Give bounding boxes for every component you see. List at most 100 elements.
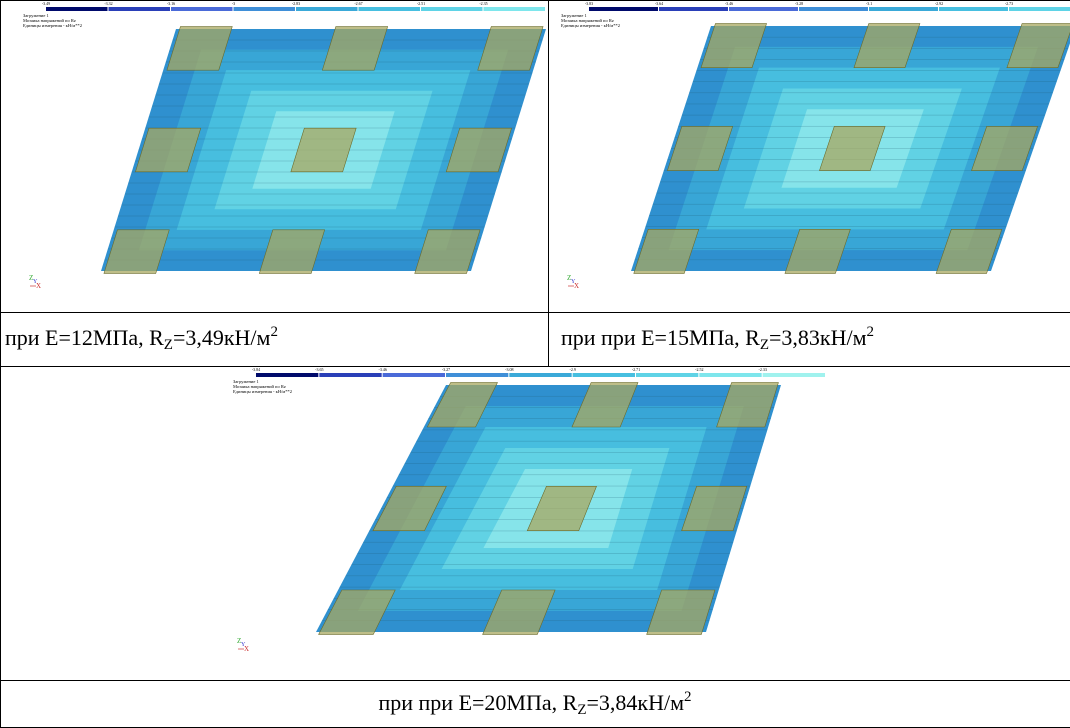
support-zone xyxy=(477,26,544,71)
support-zone xyxy=(258,229,326,274)
legend-swatch xyxy=(589,7,658,11)
support-zone xyxy=(646,589,716,635)
image-cell: -3.84 -3.65 -3.46 -3.27 -3.08 -2.9 -2.71 -2.52 -… xyxy=(0,366,1070,681)
support-zone xyxy=(819,126,886,171)
legend-swatch xyxy=(799,7,868,11)
axis-x: X xyxy=(574,282,579,290)
legend-swatch xyxy=(421,7,483,11)
support-zone xyxy=(633,229,700,274)
fem-image: -3.83 -3.64 -3.46 -3.28 -3.1 -2.92 -2.73 Загруж… xyxy=(561,1,1070,290)
support-zone xyxy=(318,589,396,635)
header-text: Загружение 1 xyxy=(561,13,587,18)
fem-image: -3.84 -3.65 -3.46 -3.27 -3.08 -2.9 -2.71 -2.52 -… xyxy=(233,367,825,653)
legend-swatch xyxy=(939,7,1008,11)
support-zone xyxy=(166,26,233,71)
legend-swatch xyxy=(171,7,233,11)
caption-after: =3,49кН/м xyxy=(172,325,271,350)
fem-image: -3.49 -3.32 -3.16 -3 -2.83 -2.67 -2.51 -2.35 Заг… xyxy=(23,1,546,290)
legend-swatch xyxy=(1009,7,1070,11)
caption-sup: 2 xyxy=(270,324,278,340)
header-text: Единицы измерения - кН/м**2 xyxy=(233,389,292,394)
legend-swatch xyxy=(233,7,295,11)
legend-swatch xyxy=(659,7,728,11)
caption-sup: 2 xyxy=(684,689,692,705)
legend-swatch xyxy=(382,373,445,377)
legend-label: -3.46 xyxy=(378,367,386,372)
legend-swatch xyxy=(483,7,545,11)
legend-swatch xyxy=(46,7,108,11)
legend-label: -3.16 xyxy=(167,1,175,6)
caption-cell: при при E=15МПа, RZ=3,83кН/м2 xyxy=(548,312,1070,367)
legend-label: -2.52 xyxy=(695,367,703,372)
support-zone xyxy=(571,382,639,428)
axis-z: Z xyxy=(567,274,571,282)
legend-label: -3.49 xyxy=(42,1,50,6)
legend-label: -2.71 xyxy=(632,367,640,372)
axis-y: Y xyxy=(241,642,246,648)
legend-swatch xyxy=(358,7,420,11)
support-zone xyxy=(1006,23,1070,68)
axis-x: X xyxy=(36,282,41,290)
caption-before: при при E=20МПа, R xyxy=(378,690,578,715)
legend-swatch xyxy=(699,373,762,377)
legend-swatch xyxy=(572,373,635,377)
legend-label: -3.83 xyxy=(585,1,593,6)
header-text: Мозаика напряжений по Rz xyxy=(561,18,614,23)
legend-label: -2.67 xyxy=(354,1,362,6)
header-text: Единицы измерения - кН/м**2 xyxy=(23,23,82,28)
caption-sub: Z xyxy=(163,337,173,353)
support-zone xyxy=(135,127,202,173)
support-zone xyxy=(853,23,921,68)
legend-swatch xyxy=(296,7,358,11)
caption-cell: при E=12МПа, RZ=3,49кН/м2 xyxy=(0,312,549,367)
legend-label: -3.1 xyxy=(866,1,872,6)
axis-y: Y xyxy=(33,279,38,285)
legend-label: -3.08 xyxy=(505,367,513,372)
legend-label: -3.28 xyxy=(795,1,803,6)
caption-cell: при при E=20МПа, RZ=3,84кН/м2 xyxy=(0,680,1070,728)
support-zone xyxy=(103,229,170,274)
legend-label: -2.33 xyxy=(758,367,766,372)
caption-sup: 2 xyxy=(866,324,875,340)
header-text: Мозаика напряжений по Rz xyxy=(233,384,286,389)
axis-z: Z xyxy=(237,637,241,645)
legend-label: -2.83 xyxy=(292,1,300,6)
legend-label: -2.92 xyxy=(935,1,943,6)
support-zone xyxy=(716,382,779,428)
caption-sub: Z xyxy=(577,702,587,718)
caption-before: при E=12МПа, R xyxy=(5,325,164,350)
support-zone xyxy=(290,127,357,173)
legend-label: -2.73 xyxy=(1005,1,1013,6)
support-zone xyxy=(667,126,734,171)
caption-before: при при E=15МПа, R xyxy=(561,325,760,350)
axis-x: X xyxy=(244,645,249,653)
legend-label: -3 xyxy=(232,1,235,6)
legend-swatch xyxy=(729,7,798,11)
legend-label: -3.64 xyxy=(655,1,663,6)
support-zone xyxy=(971,126,1038,171)
header-text: Мозаика напряжений по Rz xyxy=(23,18,76,23)
legend-label: -3.84 xyxy=(252,367,260,372)
support-zone xyxy=(321,26,389,71)
image-cell: -3.83 -3.64 -3.46 -3.28 -3.1 -2.92 -2.73 Загруж… xyxy=(548,0,1070,313)
support-zone xyxy=(372,485,447,532)
support-zone xyxy=(482,589,556,635)
support-zone xyxy=(700,23,767,68)
header-text: Единицы измерения - кН/м**2 xyxy=(561,23,620,28)
caption-after: =3,84кН/м xyxy=(586,690,685,715)
axis-y: Y xyxy=(571,279,576,285)
legend-swatch xyxy=(446,373,509,377)
header-text: Загружение 1 xyxy=(233,379,259,384)
legend-swatch xyxy=(108,7,170,11)
support-zone xyxy=(681,485,748,532)
header-text: Загружение 1 xyxy=(23,13,49,18)
image-cell: -3.49 -3.32 -3.16 -3 -2.83 -2.67 -2.51 -2.35 Заг… xyxy=(0,0,549,313)
support-zone xyxy=(935,229,1003,274)
legend-swatch xyxy=(319,373,382,377)
support-zone xyxy=(784,229,851,274)
legend-label: -2.35 xyxy=(479,1,487,6)
legend-swatch xyxy=(636,373,699,377)
support-zone xyxy=(426,382,498,428)
support-zone xyxy=(414,229,481,274)
